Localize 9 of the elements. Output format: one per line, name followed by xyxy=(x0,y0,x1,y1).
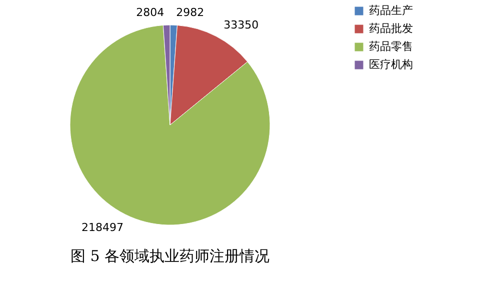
data-label: 33350 xyxy=(224,18,259,32)
data-label: 2804 xyxy=(136,6,164,20)
data-label: 2982 xyxy=(176,6,204,20)
legend-label: 药品批发 xyxy=(369,22,413,35)
legend-label: 医疗机构 xyxy=(369,58,413,71)
data-label: 218497 xyxy=(81,220,124,234)
text: 图 5 各领域执业药师注册情况 xyxy=(70,247,270,265)
legend-label: 药品生产 xyxy=(369,4,413,17)
legend-label: 药品零售 xyxy=(369,40,413,53)
